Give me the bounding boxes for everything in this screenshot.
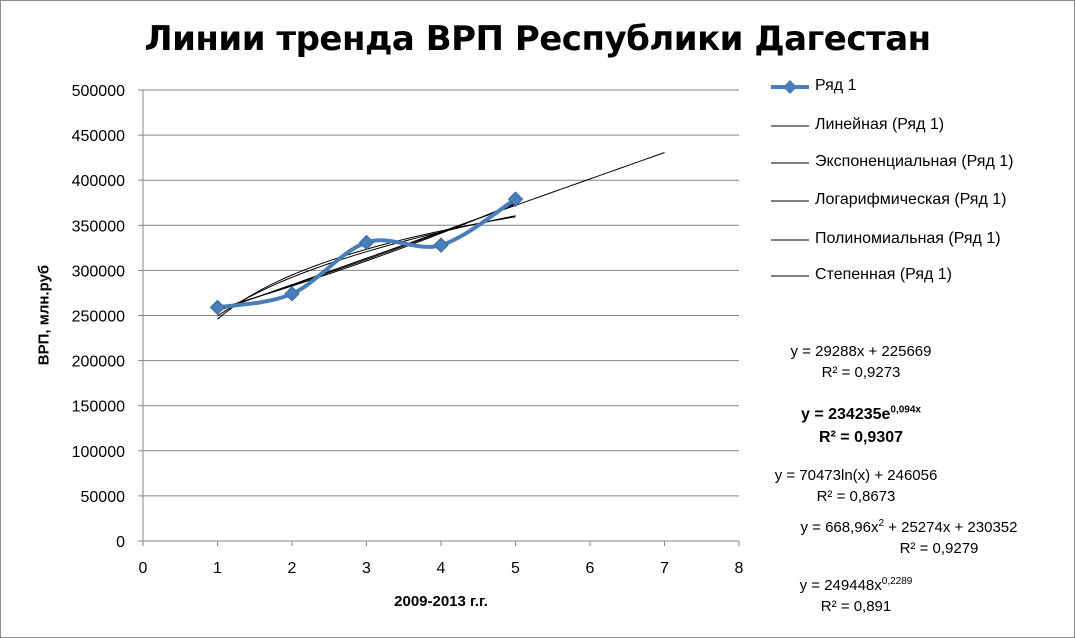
legend-exponential-symbol bbox=[771, 162, 809, 164]
legend-power-symbol bbox=[771, 275, 809, 277]
legend-series-symbol bbox=[771, 80, 809, 94]
equation-logarithmic: y = 70473ln(x) + 246056 R² = 0,8673 bbox=[736, 465, 976, 507]
y-tick-label: 200000 bbox=[72, 354, 125, 371]
series-line bbox=[217, 197, 517, 310]
y-tick-label: 500000 bbox=[72, 83, 125, 100]
trendline-power bbox=[217, 215, 516, 317]
x-tick-label: 8 bbox=[735, 560, 744, 577]
equation-polynomial-r2: R² = 0,9279 bbox=[899, 540, 979, 557]
equation-exponential: y = 234235e0,094x R² = 0,9307 bbox=[751, 403, 971, 449]
data-point-marker bbox=[358, 234, 375, 251]
equation-power-r2: R² = 0,891 bbox=[820, 598, 892, 615]
x-tick-label: 7 bbox=[660, 560, 669, 577]
x-axis-title: 2009-2013 г.г. bbox=[394, 593, 488, 610]
y-tick-label: 300000 bbox=[72, 263, 125, 280]
y-tick-label: 0 bbox=[116, 534, 125, 551]
x-tick-label: 2 bbox=[288, 560, 297, 577]
legend-label-series: Ряд 1 bbox=[815, 77, 857, 94]
equation-exponential-r2: R² = 0,9307 bbox=[818, 429, 904, 446]
x-tick-label: 1 bbox=[213, 560, 222, 577]
x-tick-label: 6 bbox=[586, 560, 595, 577]
equation-linear-r2: R² = 0,9273 bbox=[821, 364, 901, 381]
y-tick-label: 250000 bbox=[72, 309, 125, 326]
y-axis-title: ВРП, млн.руб bbox=[35, 264, 53, 366]
equation-polynomial: y = 668,96x2 + 25274x + 230352 R² = 0,92… bbox=[749, 517, 1069, 559]
equation-linear: y = 29288x + 225669 R² = 0,9273 bbox=[751, 341, 971, 383]
equation-power: y = 249448x0,2289 R² = 0,891 bbox=[751, 575, 961, 617]
data-point-marker bbox=[209, 299, 226, 316]
legend-label-logarithmic: Логарифмическая (Ряд 1) bbox=[815, 191, 1007, 208]
x-tick-label: 4 bbox=[437, 560, 446, 577]
y-tick-label: 100000 bbox=[72, 444, 125, 461]
equation-power-formula: y = 249448x0,2289 bbox=[799, 576, 913, 595]
equation-polynomial-formula: y = 668,96x2 + 25274x + 230352 bbox=[800, 518, 1018, 537]
equation-logarithmic-formula: y = 70473ln(x) + 246056 bbox=[774, 467, 938, 484]
data-point-marker bbox=[433, 237, 449, 253]
x-tick-label: 0 bbox=[139, 560, 148, 577]
x-tick-label: 5 bbox=[511, 560, 520, 577]
data-point-marker bbox=[284, 286, 300, 302]
trendline-exponential bbox=[217, 202, 516, 310]
legend-label-exponential: Экспоненциальная (Ряд 1) bbox=[815, 153, 1014, 170]
chart-title: Линии тренда ВРП Республики Дагестан bbox=[144, 19, 931, 59]
equation-exponential-formula: y = 234235e0,094x bbox=[800, 404, 921, 423]
y-tick-label: 400000 bbox=[72, 173, 125, 190]
legend-polynomial-symbol bbox=[771, 239, 809, 241]
legend-label-linear: Линейная (Ряд 1) bbox=[815, 116, 945, 133]
y-tick-label: 450000 bbox=[72, 128, 125, 145]
y-tick-label: 350000 bbox=[72, 218, 125, 235]
data-point-marker bbox=[507, 191, 524, 207]
trendline-polynomial bbox=[217, 203, 516, 311]
y-tick-label: 50000 bbox=[81, 489, 126, 506]
equation-linear-formula: y = 29288x + 225669 bbox=[790, 343, 932, 360]
x-tick-label: 3 bbox=[362, 560, 371, 577]
y-tick-label: 150000 bbox=[72, 399, 125, 416]
legend-linear-symbol bbox=[771, 125, 809, 127]
legend-label-power: Степенная (Ряд 1) bbox=[815, 266, 952, 283]
legend-logarithmic-symbol bbox=[771, 200, 809, 202]
equation-logarithmic-r2: R² = 0,8673 bbox=[816, 488, 896, 505]
legend-label-polynomial: Полиномиальная (Ряд 1) bbox=[815, 230, 1001, 247]
